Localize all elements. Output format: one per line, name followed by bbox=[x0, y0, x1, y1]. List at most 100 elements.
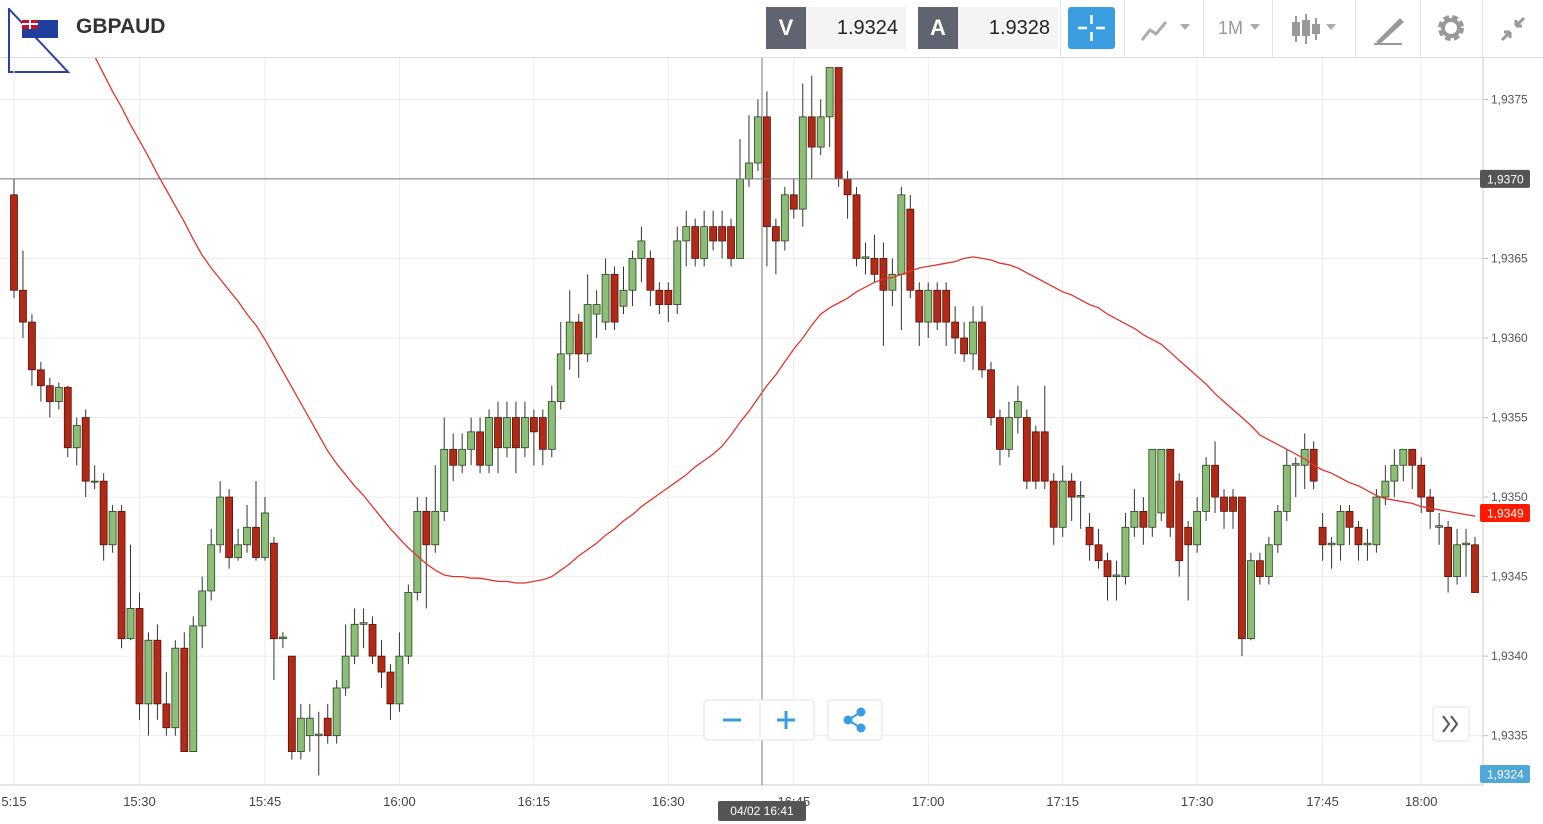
candle-body bbox=[942, 289, 951, 323]
crosshair-button[interactable] bbox=[1068, 7, 1115, 49]
candle-body bbox=[359, 622, 368, 625]
settings-button[interactable] bbox=[1435, 12, 1467, 44]
candle-body bbox=[1148, 448, 1157, 528]
candle-body bbox=[870, 258, 879, 275]
candle-body bbox=[413, 510, 422, 593]
bid-price[interactable]: 1.9324 bbox=[806, 7, 906, 49]
ask-price[interactable]: 1.9328 bbox=[958, 7, 1058, 49]
candle-body bbox=[798, 116, 807, 210]
candle-body bbox=[700, 226, 709, 259]
y-tick-label: 1,9365 bbox=[1491, 251, 1528, 265]
candle-body bbox=[1408, 448, 1417, 466]
x-tick-label: 18:00 bbox=[1405, 794, 1438, 809]
candle-body bbox=[861, 256, 870, 259]
candle-body bbox=[108, 510, 117, 546]
candle-body bbox=[54, 386, 63, 403]
candle-body bbox=[28, 321, 36, 371]
candle-body bbox=[350, 623, 359, 657]
scroll-end-button[interactable] bbox=[1432, 706, 1470, 742]
separator bbox=[1355, 0, 1356, 57]
candle-body bbox=[646, 258, 655, 291]
candle-body bbox=[951, 321, 960, 339]
candle-body bbox=[332, 687, 341, 737]
candle-body bbox=[1417, 464, 1426, 498]
timeframe-caret[interactable] bbox=[1248, 14, 1264, 44]
x-tick-label: 17:00 bbox=[912, 794, 945, 809]
candle-body bbox=[969, 321, 977, 355]
x-tick-label: 15:30 bbox=[123, 794, 156, 809]
candle-body bbox=[144, 639, 153, 705]
separator bbox=[1482, 0, 1483, 57]
y-tick-label: 1,9335 bbox=[1491, 729, 1528, 743]
candle-body bbox=[1247, 560, 1255, 640]
candle-body bbox=[727, 226, 735, 259]
crosshair-time-tag bbox=[718, 801, 806, 821]
candle-body bbox=[162, 703, 171, 729]
candle-body bbox=[1273, 510, 1282, 546]
candle-body bbox=[278, 636, 287, 640]
bid-label[interactable]: V bbox=[766, 7, 806, 49]
candle-body bbox=[888, 273, 897, 291]
candle-body bbox=[592, 304, 601, 315]
draw-button[interactable] bbox=[1372, 12, 1406, 46]
candle-body bbox=[126, 608, 135, 640]
y-tick-label: 1,9355 bbox=[1491, 411, 1528, 425]
grid bbox=[0, 58, 1488, 785]
candle-body bbox=[90, 480, 99, 483]
candle-body bbox=[270, 542, 278, 640]
candle-body bbox=[1444, 526, 1453, 578]
candle-body bbox=[718, 226, 726, 242]
plot bbox=[10, 58, 1479, 776]
candle-body bbox=[81, 417, 90, 482]
candle-body bbox=[978, 321, 986, 371]
x-tick-label: 16:00 bbox=[383, 794, 416, 809]
candle-body bbox=[1067, 480, 1076, 498]
y-tick-label: 1,9350 bbox=[1491, 490, 1528, 504]
separator bbox=[1420, 0, 1421, 57]
candle-body bbox=[440, 448, 449, 512]
candle-body bbox=[960, 337, 968, 355]
candle-body bbox=[583, 304, 592, 355]
candle-body bbox=[512, 417, 520, 449]
y-tick-label: 1,9360 bbox=[1491, 331, 1528, 345]
chart-type-button[interactable] bbox=[1138, 14, 1194, 44]
zoom-in-button[interactable] bbox=[777, 711, 795, 729]
candle-body bbox=[1264, 544, 1273, 578]
candle-body bbox=[485, 417, 493, 466]
candle-body bbox=[341, 655, 350, 689]
candle-body bbox=[1220, 496, 1228, 512]
candle-body bbox=[852, 194, 861, 259]
candle-body bbox=[207, 544, 216, 592]
candle-button[interactable] bbox=[1290, 12, 1346, 46]
candle-body bbox=[1202, 464, 1211, 512]
candle-body bbox=[1471, 544, 1479, 593]
candle-body bbox=[1390, 464, 1399, 482]
candle-body bbox=[1345, 510, 1354, 528]
fullscreen-button[interactable] bbox=[1498, 14, 1528, 44]
y-tick-label: 1,9345 bbox=[1491, 570, 1528, 584]
candle-body bbox=[637, 240, 646, 259]
candle-body bbox=[1076, 495, 1085, 498]
candle-body bbox=[987, 369, 995, 418]
candle-body bbox=[458, 448, 467, 466]
chart: 1,9335 1,9340 1,9345 1,9350 1,9355 1,9360 1,93… bbox=[0, 58, 1530, 821]
ask-label[interactable]: A bbox=[918, 7, 958, 49]
share-button[interactable] bbox=[827, 699, 883, 741]
candle-body bbox=[1238, 496, 1246, 640]
x-tick-label: 17:45 bbox=[1306, 794, 1339, 809]
candle-body bbox=[1157, 448, 1166, 514]
candle-body bbox=[216, 496, 225, 546]
candle-body bbox=[1085, 526, 1094, 546]
moving-average bbox=[94, 58, 1476, 584]
separator bbox=[1203, 0, 1204, 57]
timeframe[interactable]: 1M bbox=[1218, 18, 1244, 38]
candle-body bbox=[807, 116, 816, 148]
candle-body bbox=[368, 623, 377, 657]
candle-body bbox=[404, 592, 413, 657]
candle-body bbox=[1354, 526, 1363, 546]
candle-body bbox=[1130, 510, 1139, 528]
candle-body bbox=[924, 289, 933, 323]
y-tick-label: 1,9375 bbox=[1491, 92, 1528, 106]
candle-body bbox=[521, 417, 529, 449]
